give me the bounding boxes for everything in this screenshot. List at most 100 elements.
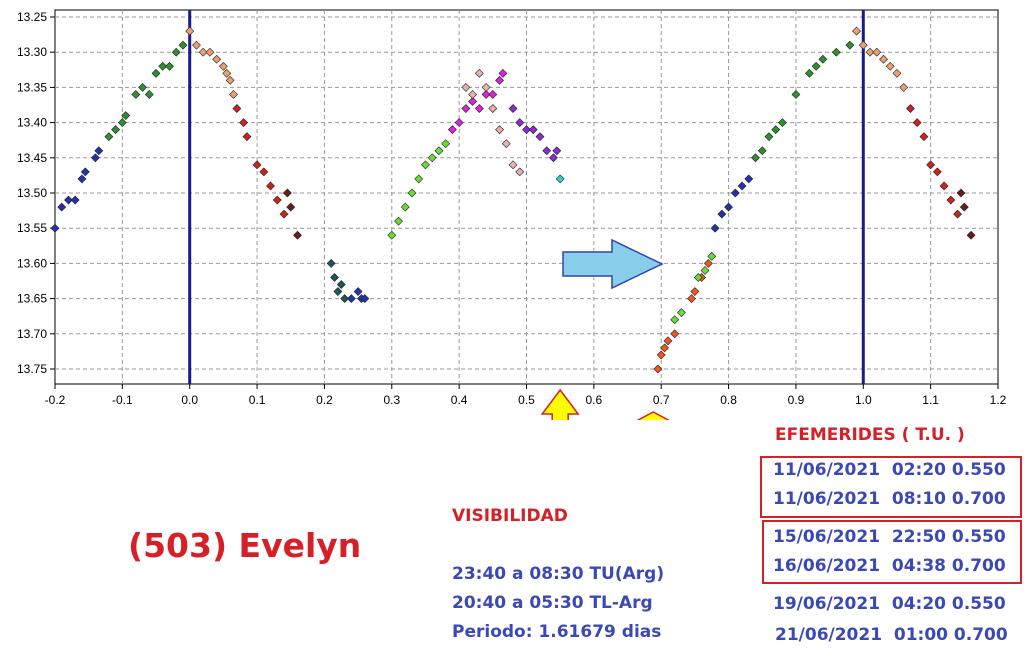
data-point [77,174,87,184]
data-point [239,118,249,128]
data-point [690,287,700,296]
data-point [198,47,208,57]
y-tick-label: 13.50 [17,186,47,200]
x-tick-label: 0.1 [249,393,266,407]
data-point [653,364,663,374]
data-point [117,118,127,128]
data-point [858,40,868,50]
data-point [192,40,201,50]
light-curve-chart: -0.2 -0.1 0.0 0.1 0.2 0.3 0.4 0.5 0.6 0.7 0.8 0.9 1.… [17,9,1007,420]
data-point [421,160,430,170]
y-tick-label: 13.70 [17,327,47,341]
data-point [508,104,518,113]
data-point [80,167,90,177]
x-tick-label: 0.8 [720,393,737,407]
data-point [279,209,289,219]
data-points [50,26,976,374]
x-tick-label: -0.1 [112,393,133,407]
data-point [501,139,511,149]
y-tick-labels: 13.25 13.30 13.35 13.40 13.45 13.50 13.55 13.60… [17,10,55,376]
data-point [488,90,498,99]
data-point [670,329,680,339]
data-point [693,273,703,282]
data-point [222,68,232,78]
ephemeris-entry: 21/06/2021 01:00 0.700 [775,625,1008,645]
data-point [737,181,747,191]
phase-zero-lines [188,10,865,384]
data-point [104,132,114,142]
right-arrow-icon [562,238,664,290]
phase-marker-arrow-icon [540,388,580,420]
data-point [710,223,720,233]
x-tick-label: 1.0 [855,393,872,407]
data-point [757,146,767,156]
data-point [232,104,242,113]
data-point [865,47,875,57]
x-tick-labels: -0.2 -0.1 0.0 0.1 0.2 0.3 0.4 0.5 0.6 0.7 0.8 0.9 1.… [45,384,1007,407]
data-point [400,202,410,212]
data-point [353,287,363,296]
data-point [879,54,888,64]
visibility-line-local: 20:40 a 05:30 TL-Arg [452,593,653,613]
x-tick-label: 0.5 [518,393,535,407]
data-point [158,61,168,71]
ephemeris-entry: 19/06/2021 04:20 0.550 [773,594,1006,614]
data-point [522,125,531,135]
data-point [872,47,882,57]
data-point [670,315,680,325]
data-point [912,118,922,128]
data-point [939,181,949,191]
y-tick-label: 13.65 [17,292,47,306]
x-tick-label: 0.9 [788,393,805,407]
data-point [687,294,696,304]
grid-lines [55,10,998,384]
ephemeris-entry: 15/06/2021 22:50 0.550 [773,527,1006,547]
data-point [515,118,525,128]
y-tick-label: 13.30 [17,45,47,59]
data-point [259,167,269,177]
data-point [946,195,956,205]
data-point [121,111,131,120]
data-point [441,139,451,149]
data-point [282,188,292,198]
data-point [481,82,491,92]
data-point [171,47,181,57]
visibility-line-ut: 23:40 a 08:30 TU(Arg) [452,564,665,584]
data-point [660,343,670,353]
data-point [242,132,252,142]
data-point [138,82,147,92]
y-tick-label: 13.60 [17,256,47,270]
data-point [764,132,774,142]
data-point [535,132,545,142]
data-point [225,75,235,85]
visibility-heading: VISIBILIDAD [452,506,568,526]
x-tick-label: 0.7 [653,393,670,407]
asteroid-title: (503) Evelyn [128,526,362,565]
data-point [549,153,558,163]
data-point [744,174,754,184]
data-point [488,104,498,113]
data-point [804,68,814,78]
y-tick-label: 13.55 [17,221,47,235]
x-tick-label: 0.3 [383,393,400,407]
data-point [717,209,727,219]
data-point [461,104,471,113]
ephemeris-entry: 16/06/2021 04:38 0.700 [773,556,1006,576]
data-point [730,188,740,198]
data-point [508,160,518,170]
y-tick-label: 13.45 [17,151,47,165]
data-point [414,174,424,184]
data-point [791,90,801,99]
data-point [64,195,73,205]
data-point [131,90,141,99]
x-tick-label: 1.1 [922,393,939,407]
data-point [111,125,121,135]
data-point [212,54,222,64]
data-point [346,294,356,304]
y-tick-label: 13.35 [17,80,47,94]
y-tick-label: 13.40 [17,116,47,130]
data-point [495,125,504,135]
data-point [340,294,350,304]
data-point [481,90,491,99]
data-point [495,75,504,85]
